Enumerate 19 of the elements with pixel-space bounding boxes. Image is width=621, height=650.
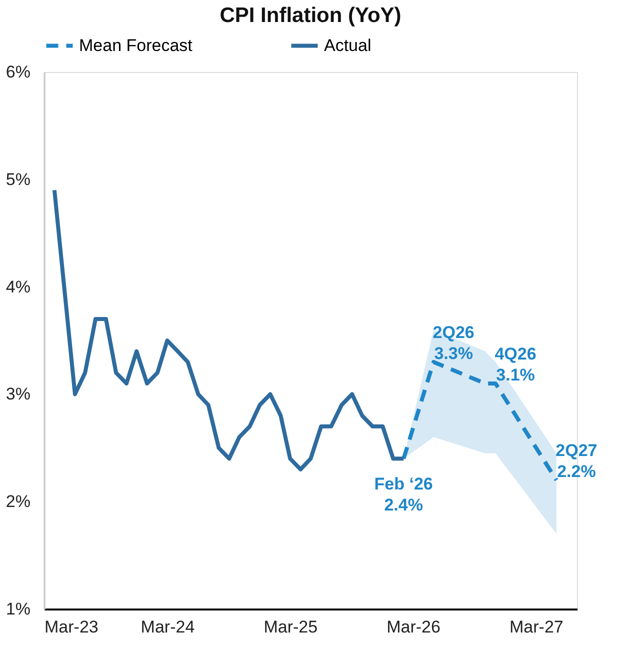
y-tick-label: 2% xyxy=(6,492,30,512)
y-tick-label: 1% xyxy=(6,600,30,618)
y-tick-label: 4% xyxy=(6,277,30,296)
x-tick-label: Mar-27 xyxy=(509,618,564,636)
annotation: 4Q26 3.1% xyxy=(494,344,536,384)
legend-label: Mean Forecast xyxy=(79,36,193,55)
x-tick-label: Mar-24 xyxy=(140,618,195,636)
legend-label: Actual xyxy=(324,36,372,55)
annotation: 2Q26 3.3% xyxy=(432,322,474,363)
x-tick-label: Mar-25 xyxy=(264,618,318,636)
x-tick-label: Mar-26 xyxy=(386,618,440,636)
chart-title: CPI Inflation (YoY) xyxy=(220,4,402,27)
y-tick-label: 5% xyxy=(6,170,30,189)
annotation: Feb ‘26 2.4% xyxy=(374,474,433,515)
x-tick-label: Mar-23 xyxy=(44,618,98,636)
y-tick-label: 3% xyxy=(6,384,30,404)
annotation: 2Q27 2.2% xyxy=(556,441,598,482)
y-tick-label: 6% xyxy=(6,62,30,82)
line-series xyxy=(52,188,406,472)
